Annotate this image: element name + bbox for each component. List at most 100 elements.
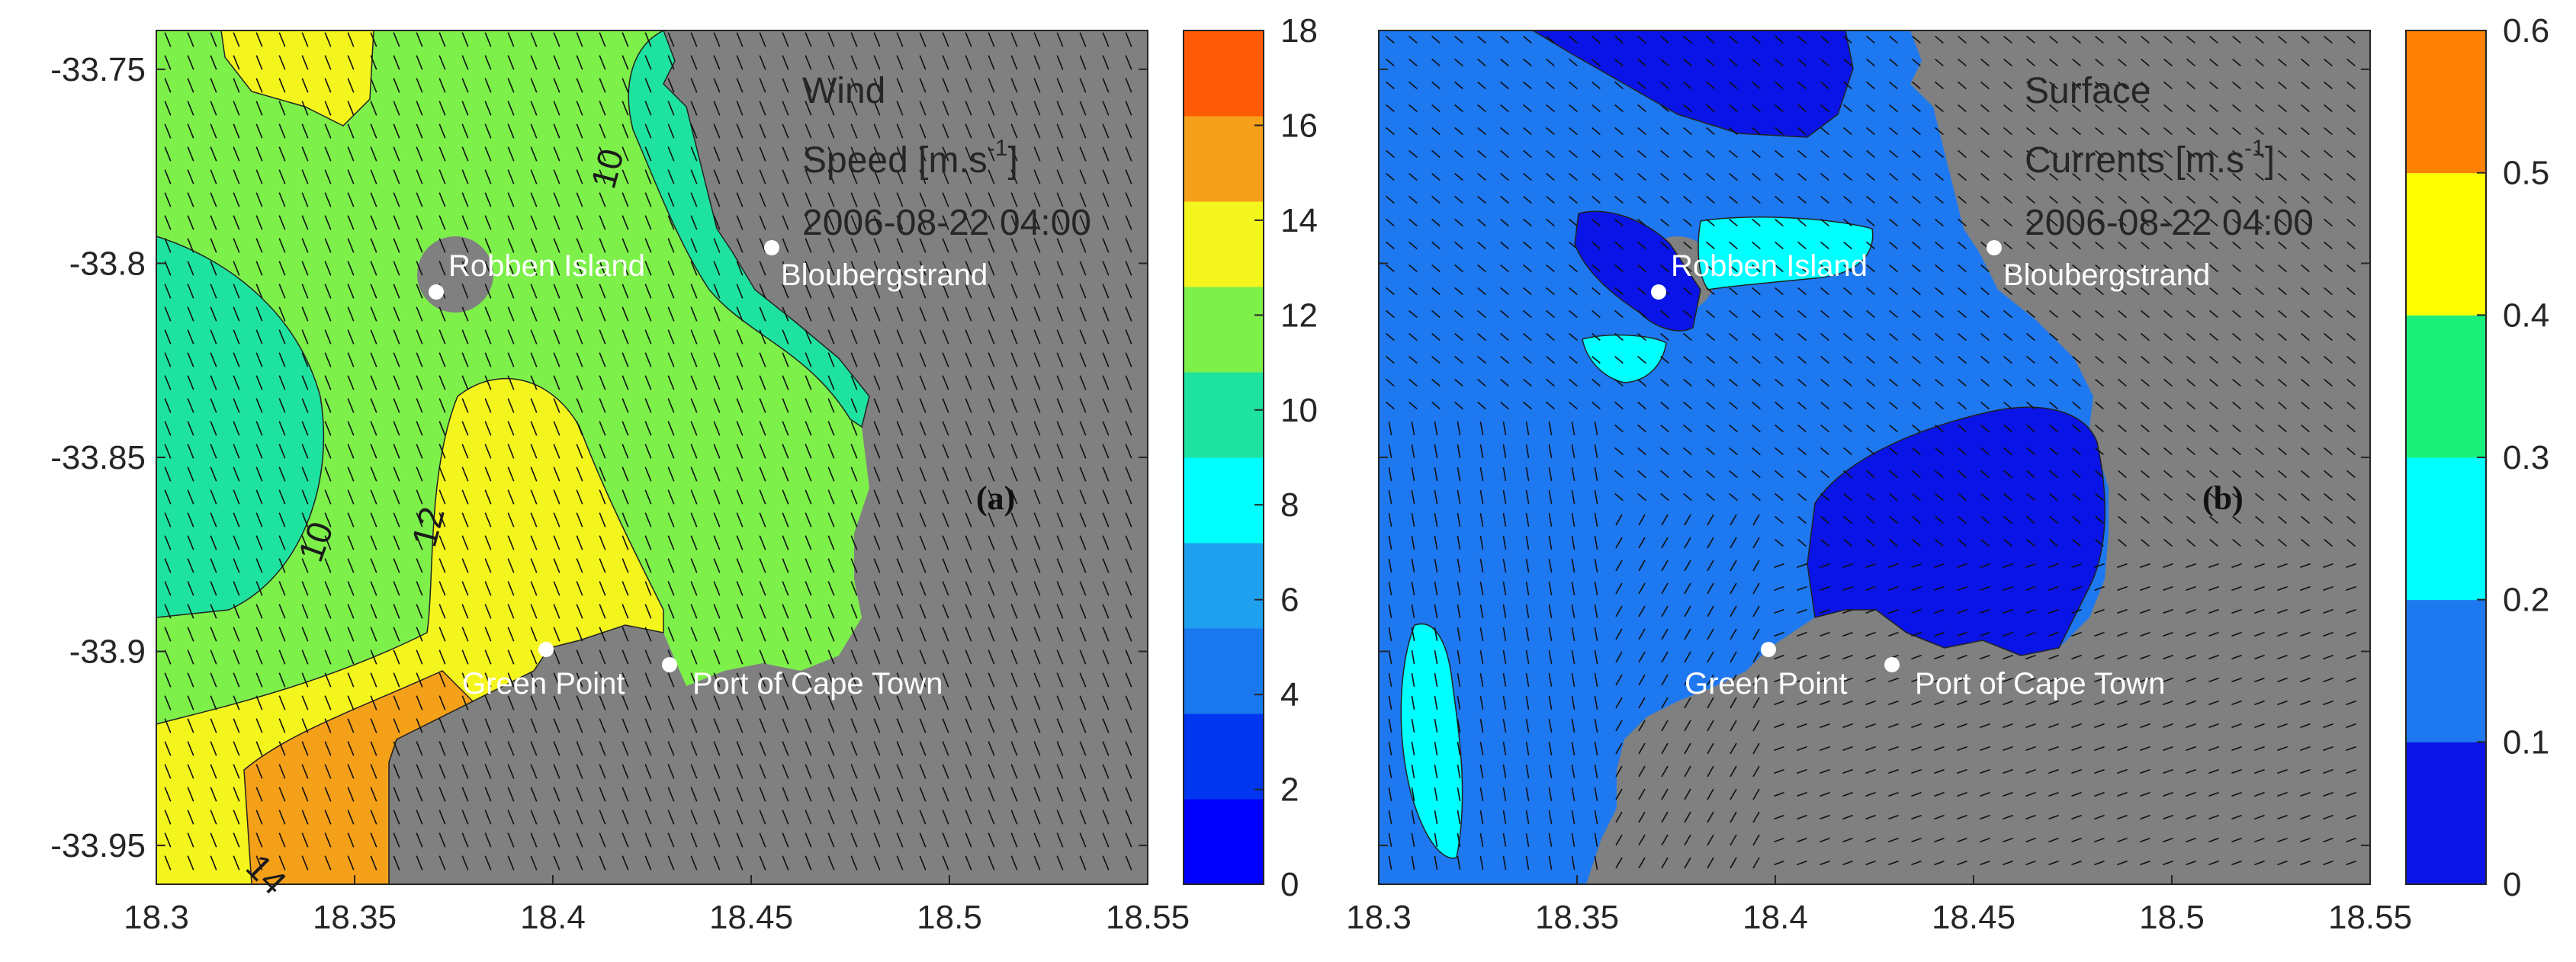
vector-arrow	[2301, 218, 2310, 227]
vector-arrow	[2231, 723, 2242, 729]
vector-arrow	[255, 78, 263, 93]
vector-arrow	[2232, 287, 2241, 296]
vector-arrow	[1569, 309, 1578, 319]
vector-arrow	[1730, 720, 1737, 732]
vector-arrow	[827, 238, 835, 253]
vector-arrow	[1431, 309, 1441, 319]
vector-arrow	[827, 32, 835, 47]
vector-arrow	[965, 810, 972, 825]
vector-arrow	[1454, 287, 1463, 296]
vector-arrow	[2346, 241, 2356, 250]
vector-arrow	[461, 329, 469, 345]
vector-arrow	[2026, 447, 2035, 456]
vector-arrow	[896, 581, 904, 596]
vector-arrow	[2255, 35, 2264, 44]
vector-arrow	[667, 695, 675, 710]
vector-arrow	[1523, 264, 1532, 273]
vector-arrow	[1033, 672, 1041, 688]
vector-arrow	[1592, 218, 1601, 227]
vector-arrow	[2071, 860, 2082, 866]
vector-arrow	[255, 581, 263, 596]
colorbar-tick-label: 0.3	[2503, 439, 2549, 476]
vector-arrow	[1457, 672, 1461, 688]
vector-arrow	[873, 375, 881, 390]
vector-arrow	[324, 78, 332, 93]
vector-arrow	[393, 512, 400, 527]
vector-arrow	[736, 192, 744, 207]
vector-arrow	[2163, 538, 2173, 547]
vector-arrow	[690, 855, 698, 871]
vector-arrow	[416, 261, 423, 276]
vector-arrow	[622, 627, 629, 642]
vector-arrow	[2071, 677, 2082, 683]
vector-arrow	[919, 695, 927, 710]
vector-arrow	[1934, 608, 1945, 614]
vector-arrow	[873, 192, 881, 207]
vector-arrow	[1500, 172, 1509, 181]
vector-arrow	[2278, 287, 2287, 296]
vector-arrow	[690, 718, 698, 733]
vector-arrow	[278, 169, 286, 184]
vector-arrow	[2209, 424, 2218, 433]
vector-arrow	[759, 329, 766, 345]
vector-arrow	[1820, 241, 1829, 250]
vector-arrow	[2048, 860, 2059, 866]
vector-arrow	[690, 810, 698, 825]
vector-arrow	[2048, 563, 2059, 569]
vector-arrow	[1843, 447, 1852, 456]
vector-arrow	[1546, 195, 1555, 204]
vector-arrow	[553, 764, 560, 779]
vector-arrow	[599, 238, 606, 253]
vector-arrow	[461, 261, 469, 276]
vector-arrow	[1571, 741, 1575, 756]
vector-arrow	[233, 146, 240, 162]
vector-arrow	[1660, 149, 1669, 159]
vector-arrow	[1010, 215, 1018, 230]
vector-arrow	[919, 672, 927, 688]
vector-arrow	[1684, 834, 1691, 846]
vector-arrow	[1683, 127, 1692, 136]
vector-arrow	[1911, 631, 1922, 637]
vector-arrow	[370, 718, 377, 733]
vector-arrow	[1797, 837, 1807, 843]
vector-arrow	[690, 352, 698, 367]
vector-arrow	[2346, 791, 2356, 797]
vector-arrow	[2141, 104, 2150, 113]
vector-arrow	[2255, 309, 2264, 319]
vector-arrow	[233, 123, 240, 139]
vector-arrow	[896, 238, 904, 253]
vector-arrow	[2118, 149, 2127, 159]
vector-arrow	[759, 581, 766, 596]
vector-arrow	[622, 649, 629, 665]
vector-arrow	[1843, 287, 1852, 296]
vector-arrow	[1752, 765, 1760, 778]
vector-arrow	[1033, 329, 1041, 345]
vector-arrow	[576, 832, 583, 848]
vector-arrow	[1477, 287, 1486, 296]
vector-arrow	[644, 810, 652, 825]
vector-arrow	[164, 535, 172, 550]
vector-arrow	[324, 329, 332, 345]
vector-arrow	[210, 604, 217, 619]
vector-arrow	[1684, 514, 1691, 526]
vector-arrow	[2141, 515, 2150, 524]
vector-arrow	[1079, 55, 1087, 70]
vector-arrow	[255, 421, 263, 436]
vector-arrow	[1388, 741, 1392, 756]
vector-arrow	[255, 284, 263, 299]
vector-arrow	[1842, 791, 1853, 797]
vector-arrow	[210, 215, 217, 230]
vector-arrow	[667, 489, 675, 505]
vector-arrow	[1571, 421, 1575, 436]
vector-arrow	[393, 375, 400, 390]
vector-arrow	[1500, 309, 1509, 319]
vector-arrow	[1820, 58, 1829, 67]
vector-arrow	[1592, 149, 1601, 159]
vector-arrow	[1056, 101, 1064, 116]
vector-arrow	[2003, 378, 2012, 387]
vector-arrow	[210, 627, 217, 642]
vector-arrow	[667, 444, 675, 459]
vector-arrow	[919, 444, 927, 459]
vector-arrow	[1079, 284, 1087, 299]
vector-arrow	[2254, 814, 2265, 820]
